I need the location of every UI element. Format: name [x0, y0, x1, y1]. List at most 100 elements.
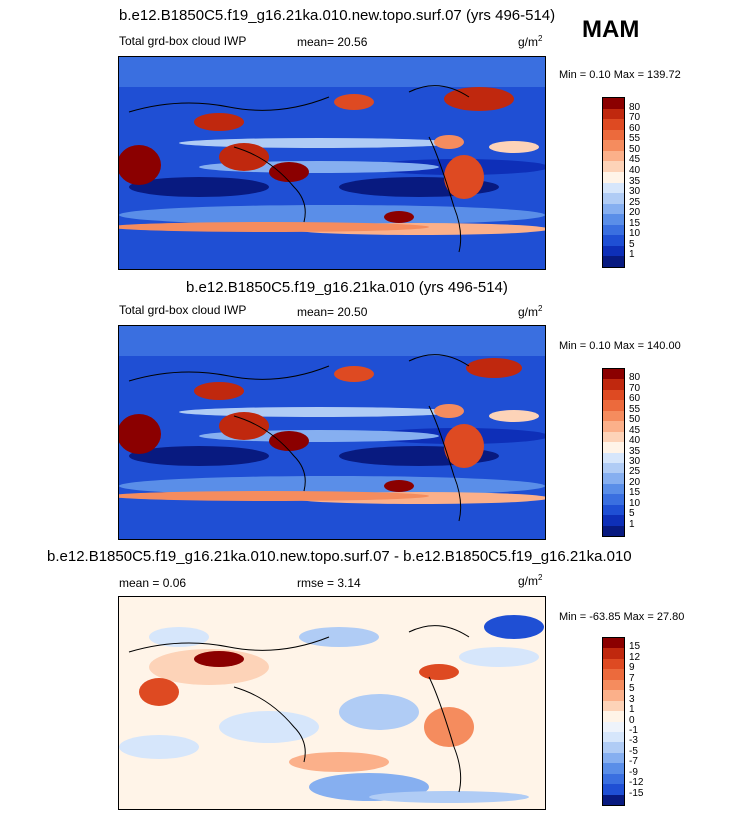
panel-3-colorbar-swatch — [603, 763, 624, 774]
panel-3-colorbar-label: 5 — [629, 683, 635, 695]
panel-1-colorbar-label: 50 — [629, 143, 641, 155]
panel-2-colorbar-label: 35 — [629, 445, 641, 457]
panel-3-colorbar-swatch — [603, 638, 624, 649]
panel-2-colorbar-label: 45 — [629, 424, 641, 436]
panel-1-colorbar-label: 55 — [629, 133, 641, 145]
panel-2-colorbar-swatch — [603, 369, 624, 380]
panel-1-colorbar-swatch — [603, 182, 624, 194]
panel-2-mean: mean= 20.50 — [297, 305, 368, 319]
panel-1-colorbar — [602, 97, 625, 268]
panel-1-colorbar-label: 60 — [629, 122, 641, 134]
panel-2-colorbar-swatch — [603, 442, 624, 453]
panel-1-colorbar-label: 10 — [629, 228, 641, 240]
panel-3-title: b.e12.B1850C5.f19_g16.21ka.010.new.topo.… — [47, 548, 632, 565]
panel-3-map-field — [119, 597, 545, 809]
panel-3-units: g/m2 — [518, 573, 543, 588]
panel-1-colorbar-label: 45 — [629, 154, 641, 166]
panel-1-colorbar-label: 70 — [629, 112, 641, 124]
panel-1-colorbar-swatch — [603, 193, 624, 204]
panel-3-rmse: rmse = 3.14 — [297, 576, 361, 590]
panel-1-colorbar-swatch — [603, 140, 624, 151]
panel-2-colorbar-swatch — [603, 462, 624, 474]
panel-3-colorbar-label: -3 — [629, 735, 638, 747]
panel-1-colorbar-label: 20 — [629, 207, 641, 219]
panel-3-colorbar-label: -7 — [629, 756, 638, 768]
panel-2-colorbar-label: 30 — [629, 455, 641, 467]
panel-3-colorbar-label: -12 — [629, 777, 644, 789]
panel-1-units: g/m2 — [518, 34, 543, 49]
panel-3-colorbar-label: 7 — [629, 672, 635, 684]
panel-2-colorbar-labels: 80 70 60 55 50 45 40 35 30 25 20 15 10 5 1 — [629, 368, 659, 535]
panel-3-colorbar-swatch — [603, 648, 624, 659]
panel-1-colorbar-label: 25 — [629, 196, 641, 208]
panel-3-colorbar-swatch — [603, 721, 624, 732]
panel-1-colorbar-label: 35 — [629, 175, 641, 187]
panel-1-colorbar-swatch — [603, 214, 624, 225]
panel-2-colorbar-swatch — [603, 483, 624, 495]
panel-3-minmax: Min = -63.85 Max = 27.80 — [559, 611, 685, 623]
panel-2-colorbar-label: 20 — [629, 476, 641, 488]
panel-1-colorbar-label: 15 — [629, 217, 641, 229]
panel-2-colorbar-swatch — [603, 379, 624, 390]
panel-1-colorbar-swatch — [603, 129, 624, 141]
panel-1-map-field — [119, 57, 545, 269]
panel-2-colorbar-swatch — [603, 431, 624, 443]
panel-1-colorbar-swatch — [603, 245, 624, 257]
panel-2-colorbar-swatch — [603, 515, 624, 526]
panel-2-colorbar-swatch — [603, 410, 624, 422]
panel-2-colorbar — [602, 368, 625, 537]
panel-3-colorbar-swatch — [603, 700, 624, 712]
panel-3-colorbar-swatch — [603, 690, 624, 701]
panel-3-colorbar-label: 1 — [629, 704, 635, 716]
panel-2-colorbar-swatch — [603, 525, 624, 536]
panel-3-colorbar-label: 3 — [629, 693, 635, 705]
panel-2-colorbar-swatch — [603, 494, 624, 505]
panel-3-colorbar-labels: 15 12 9 7 5 3 1 0 -1 -3 -5 -7 -9 -12 -15 — [629, 637, 659, 804]
panel-1-colorbar-label: 1 — [629, 249, 635, 261]
panel-1-colorbar-swatch — [603, 150, 624, 162]
panel-3-colorbar-label: 0 — [629, 714, 635, 726]
season-label: MAM — [582, 16, 640, 43]
panel-1-colorbar-swatch — [603, 203, 624, 215]
panel-3-colorbar-swatch — [603, 752, 624, 764]
panel-2-colorbar-label: 80 — [629, 372, 641, 384]
panel-2-colorbar-swatch — [603, 389, 624, 401]
panel-2-colorbar-swatch — [603, 421, 624, 432]
panel-2-minmax: Min = 0.10 Max = 140.00 — [559, 340, 681, 352]
panel-3-colorbar-swatch — [603, 679, 624, 691]
panel-3-colorbar-swatch — [603, 773, 624, 785]
panel-1-colorbar-swatch — [603, 161, 624, 172]
panel-3-colorbar-swatch — [603, 658, 624, 670]
panel-1-colorbar-label: 40 — [629, 164, 641, 176]
panel-2-variable-label: Total grd-box cloud IWP — [119, 303, 247, 317]
panel-2-units: g/m2 — [518, 304, 543, 319]
panel-2-map — [118, 325, 546, 540]
panel-2-colorbar-label: 55 — [629, 403, 641, 415]
panel-3-map — [118, 596, 546, 810]
panel-3-colorbar-label: -15 — [629, 787, 644, 799]
panel-1-colorbar-swatch — [603, 119, 624, 130]
panel-3-colorbar-swatch — [603, 742, 624, 753]
panel-1-colorbar-swatch — [603, 171, 624, 183]
panel-2-title: b.e12.B1850C5.f19_g16.21ka.010 (yrs 496-… — [186, 279, 508, 296]
panel-1-colorbar-swatch — [603, 98, 624, 109]
panel-3-colorbar-label: -1 — [629, 724, 638, 736]
panel-2-colorbar-label: 60 — [629, 393, 641, 405]
panel-1-colorbar-swatch — [603, 235, 624, 246]
panel-3-colorbar-swatch — [603, 784, 624, 795]
panel-1-colorbar-swatch — [603, 256, 624, 267]
panel-3-colorbar-label: 9 — [629, 662, 635, 674]
panel-2-colorbar-label: 5 — [629, 508, 635, 520]
panel-2-colorbar-label: 10 — [629, 497, 641, 509]
panel-1-title: b.e12.B1850C5.f19_g16.21ka.010.new.topo.… — [119, 7, 556, 24]
panel-2-colorbar-label: 40 — [629, 435, 641, 447]
panel-1-mean: mean= 20.56 — [297, 35, 368, 49]
panel-1-colorbar-label: 30 — [629, 186, 641, 198]
panel-2-colorbar-swatch — [603, 452, 624, 463]
panel-3-colorbar — [602, 637, 625, 806]
panel-3-colorbar-swatch — [603, 731, 624, 743]
panel-1-minmax: Min = 0.10 Max = 139.72 — [559, 69, 681, 81]
panel-2-colorbar-label: 15 — [629, 487, 641, 499]
panel-2-colorbar-label: 70 — [629, 382, 641, 394]
panel-2-colorbar-swatch — [603, 400, 624, 411]
